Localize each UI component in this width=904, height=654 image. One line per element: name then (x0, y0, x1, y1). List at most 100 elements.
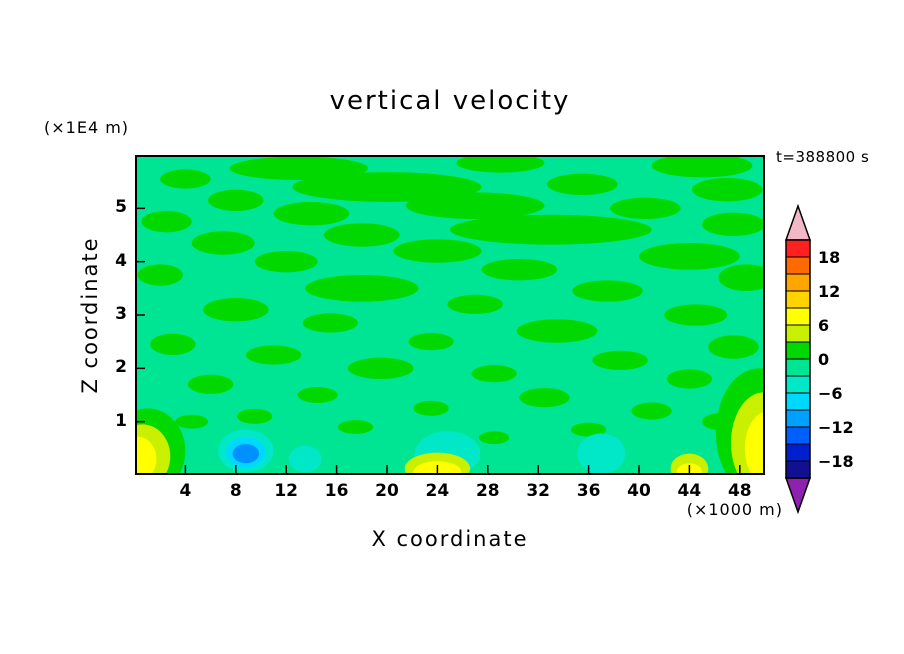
contour-blob-positive (408, 333, 454, 351)
contour-blob-positive (254, 251, 318, 273)
contour-blob-positive (305, 275, 419, 302)
contour-blob-positive (302, 313, 359, 333)
z-tick-label: 4 (115, 250, 127, 271)
y-axis-unit-label: (×1E4 m) (44, 118, 130, 137)
contour-blob-positive (160, 169, 211, 189)
contour-blob-positive (150, 333, 196, 355)
colorbar-tick-label: 18 (818, 248, 840, 267)
colorbar-tick-label: 12 (818, 282, 840, 301)
contour-feature (744, 411, 765, 475)
colorbar-cell (785, 409, 811, 428)
contour-blob-positive (347, 357, 414, 379)
colorbar-cell (785, 307, 811, 326)
colorbar-frame (785, 239, 811, 479)
colorbar-tick-label: −6 (818, 384, 843, 403)
colorbar-cell (785, 375, 811, 394)
contour-blob-positive (229, 156, 369, 181)
colorbar: 18 12 6 0 −6 −12 −18 (784, 203, 854, 515)
colorbar-cell (785, 256, 811, 275)
colorbar-cell (785, 290, 811, 309)
colorbar-over-arrow (784, 203, 812, 241)
contour-blob-positive (516, 319, 598, 343)
z-tick-label: 1 (115, 410, 127, 431)
colorbar-cell (785, 239, 811, 258)
contour-blob-positive (631, 402, 672, 420)
contour-blob-positive (413, 400, 449, 416)
timestamp-label: t=388800 s (776, 148, 870, 166)
colorbar-cell (785, 341, 811, 360)
x-tick-label: 20 (375, 481, 399, 501)
contour-feature (135, 436, 157, 475)
contour-blob-positive (456, 155, 545, 173)
contour-blob-positive (141, 211, 192, 233)
colorbar-tick-label: −18 (818, 452, 854, 471)
contour-blob-positive (273, 201, 350, 226)
x-tick-label: 16 (324, 481, 349, 501)
contour-blob-positive (570, 422, 607, 437)
contour-blob-positive (481, 259, 558, 281)
contour-blob-positive (547, 173, 618, 195)
x-tick-label: 4 (179, 481, 192, 501)
colorbar-cell (785, 426, 811, 445)
x-tick-label: 8 (229, 481, 242, 501)
axis-ticks (137, 207, 741, 473)
x-tick-label: 12 (274, 481, 299, 501)
contour-blob-positive (664, 304, 728, 326)
x-axis-unit-label: (×1000 m) (686, 500, 783, 519)
x-tick-label: 28 (475, 481, 500, 501)
contour-blob-positive (208, 189, 264, 211)
contour-blob-positive (175, 414, 209, 429)
x-tick-label: 24 (425, 481, 450, 501)
contour-plot (135, 155, 765, 475)
x-tick-label: 32 (526, 481, 551, 501)
contour-blob-positive (297, 387, 338, 403)
contour-blob-positive (203, 297, 269, 322)
contour-blob-positive (610, 197, 681, 219)
contour-blob-positive (471, 365, 517, 383)
contour-blob-positive (702, 212, 765, 237)
z-tick-label: 2 (115, 357, 127, 378)
contour-blob-positive (450, 214, 652, 245)
colorbar-cell (785, 273, 811, 292)
contour-blob-positive (572, 280, 643, 302)
contour-feature (288, 445, 322, 473)
contour-blob-positive (191, 231, 255, 255)
contour-blob-positive (187, 374, 234, 394)
x-tick-label: 44 (677, 481, 702, 501)
contour-blob-positive (405, 192, 545, 219)
colorbar-tick-label: −12 (818, 418, 854, 437)
contour-blob-positive (337, 420, 374, 434)
colorbar-cell (785, 392, 811, 411)
contour-blob-positive (393, 239, 482, 263)
x-tick-label: 36 (576, 481, 601, 501)
contour-blob-positive (592, 350, 648, 370)
contour-blob-positive (447, 294, 503, 314)
colorbar-tick-label: 0 (818, 350, 829, 369)
contour-blob-positive (292, 172, 482, 202)
contour-blob-positive (237, 408, 273, 424)
colorbar-tick-label: 6 (818, 316, 829, 335)
z-tick-label: 3 (115, 304, 127, 324)
colorbar-cell (785, 443, 811, 462)
contour-blob-positive (651, 155, 753, 178)
contour-blob-positive (666, 369, 713, 389)
plot-frame (135, 155, 765, 475)
contour-field (135, 155, 765, 475)
contour-blob-positive (324, 223, 400, 247)
contour-blob-positive (519, 388, 570, 408)
z-tick-label: 5 (115, 197, 127, 218)
colorbar-cell (785, 324, 811, 343)
contour-blob-positive (137, 264, 183, 286)
page-title: vertical velocity (329, 86, 571, 116)
contour-blob-positive (639, 243, 740, 270)
colorbar-cell (785, 460, 811, 479)
contour-blob-positive (691, 177, 763, 202)
contour-blob-positive (245, 345, 302, 365)
contour-blob-positive (708, 335, 759, 359)
colorbar-under-arrow (784, 477, 812, 515)
colorbar-cell (785, 358, 811, 377)
contour-blob-positive (478, 431, 510, 445)
contour-feature (232, 444, 260, 464)
x-axis-title: X coordinate (371, 527, 529, 551)
